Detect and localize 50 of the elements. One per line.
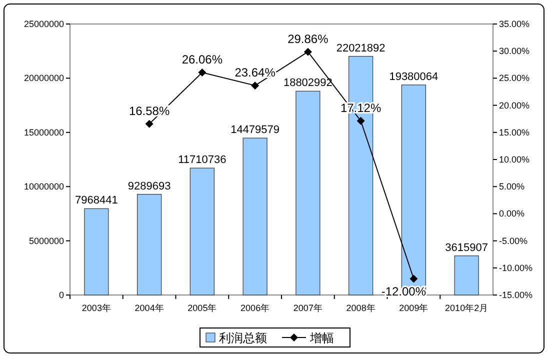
data-label: 9289693	[128, 180, 171, 192]
bar	[454, 256, 479, 296]
point	[251, 82, 260, 90]
data-label: 19380064	[389, 70, 438, 83]
y2-tick-label: -5.00%	[499, 236, 528, 246]
point	[304, 48, 312, 56]
x-tick-label: 2009年	[399, 303, 428, 313]
data-label: 23.64%	[234, 66, 276, 80]
legend-label: 利润总额	[219, 331, 267, 345]
point	[356, 116, 365, 125]
point	[410, 274, 418, 283]
y-tick-label: 10000000	[24, 182, 64, 192]
data-label: 14479579	[230, 124, 280, 136]
data-label: 29.86%	[288, 32, 329, 46]
bar	[137, 194, 162, 296]
bar	[242, 138, 268, 296]
y2-tick-label: -10.00%	[499, 262, 533, 273]
y2-tick-label: 5.00%	[499, 182, 525, 192]
point	[145, 120, 154, 128]
y2-tick-label: -15.00%	[499, 290, 533, 300]
x-tick-label: 2010年2月	[445, 303, 488, 313]
y-tick-label: 20000000	[24, 73, 64, 84]
bar	[190, 168, 214, 296]
y-tick-label: 25000000	[24, 19, 64, 29]
legend-label: 增幅	[309, 331, 334, 345]
y2-tick-label: 15.00%	[499, 127, 530, 138]
y2-tick-label: 25.00%	[499, 73, 530, 84]
y2-tick-label: 35.00%	[499, 19, 530, 29]
data-label: 11710736	[178, 154, 226, 166]
bar	[296, 90, 320, 296]
x-tick-label: 2008年	[346, 303, 376, 313]
y2-tick-label: 10.00%	[499, 154, 530, 164]
point	[198, 68, 206, 76]
data-label: 18802992	[283, 77, 332, 90]
data-label: 3615907	[445, 242, 488, 254]
data-label: 7968441	[75, 194, 118, 207]
y-tick-label: 5000000	[28, 236, 64, 246]
data-label: 26.06%	[182, 52, 223, 66]
x-tick-label: 2005年	[188, 303, 217, 313]
bar	[84, 208, 109, 296]
x-tick-label: 2006年	[240, 303, 270, 313]
y2-tick-label: 30.00%	[499, 46, 530, 56]
y-tick-label: 0	[58, 290, 64, 300]
y2-tick-label: 20.00%	[499, 100, 530, 110]
data-label: 22021892	[336, 42, 386, 54]
x-tick-label: 2007年	[293, 303, 322, 313]
y-tick-label: 15000000	[24, 127, 64, 138]
x-tick-label: 2004年	[134, 303, 164, 313]
x-tick-label: 2003年	[82, 303, 111, 313]
y2-tick-label: 0.00%	[499, 208, 525, 219]
